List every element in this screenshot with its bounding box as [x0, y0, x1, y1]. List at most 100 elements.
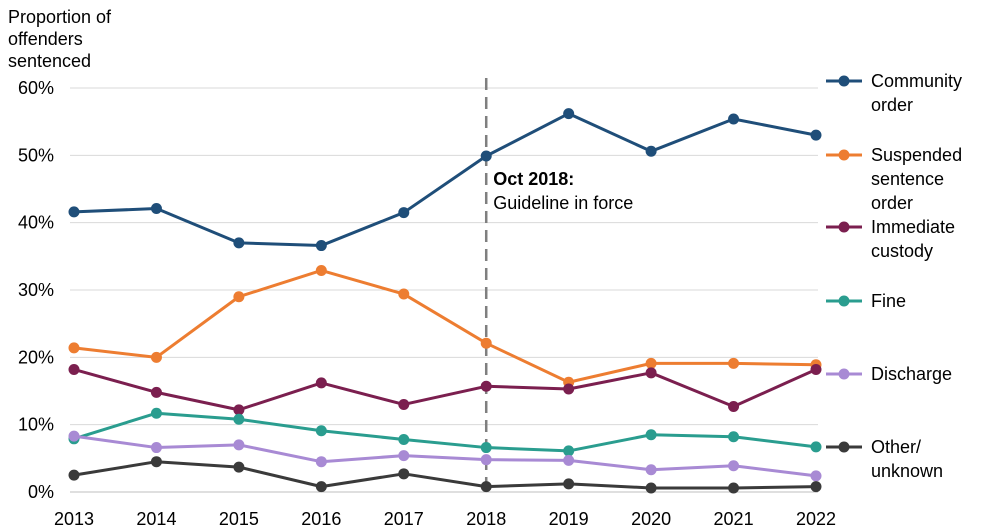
data-point [315, 240, 327, 252]
series-line [73, 411, 817, 453]
data-point [728, 482, 740, 494]
guideline-annotation: Oct 2018: Guideline in force [484, 78, 633, 492]
data-point [150, 407, 162, 419]
data-point [645, 464, 657, 476]
data-point [315, 264, 327, 276]
legend-item: Fine [826, 291, 906, 311]
legend-label: order [871, 193, 913, 213]
legend-label: Discharge [871, 364, 952, 384]
gridlines [70, 87, 818, 493]
x-tick-label: 2019 [549, 509, 589, 529]
legend-label: order [871, 95, 913, 115]
y-tick-labels: 0% 10% 20% 30% 40% 50% 60% [18, 78, 54, 502]
data-point [480, 337, 492, 349]
data-point [68, 206, 80, 218]
data-point [645, 482, 657, 494]
data-point [150, 386, 162, 398]
data-point [645, 145, 657, 157]
data-point [150, 442, 162, 454]
data-point [810, 129, 822, 141]
y-axis-label-line: sentenced [8, 51, 91, 71]
annotation-text: Guideline in force [493, 193, 633, 213]
data-point [398, 433, 410, 445]
legend-label: Immediate [871, 217, 955, 237]
data-point [480, 150, 492, 162]
data-point [233, 461, 245, 473]
y-tick-label: 0% [28, 482, 54, 502]
data-point [398, 288, 410, 300]
x-tick-label: 2021 [714, 509, 754, 529]
x-tick-label: 2016 [301, 509, 341, 529]
data-point [728, 357, 740, 369]
legend-label: Suspended [871, 145, 962, 165]
data-point [150, 456, 162, 468]
data-point [233, 404, 245, 416]
data-point [480, 380, 492, 392]
data-point [810, 441, 822, 453]
data-point [233, 291, 245, 303]
legend-item: Discharge [826, 364, 952, 384]
y-tick-label: 30% [18, 280, 54, 300]
x-tick-label: 2022 [796, 509, 836, 529]
data-point [68, 430, 80, 442]
data-point [315, 456, 327, 468]
data-point [810, 470, 822, 482]
data-point [315, 377, 327, 389]
x-tick-label: 2017 [384, 509, 424, 529]
legend-swatch-marker [838, 368, 850, 380]
legend-label: Other/ [871, 437, 921, 457]
data-point [398, 468, 410, 480]
series-line [73, 368, 817, 412]
series-lines [68, 108, 822, 494]
data-point [68, 469, 80, 481]
annotation-title: Oct 2018: [493, 169, 574, 189]
data-point [398, 398, 410, 410]
y-tick-label: 60% [18, 78, 54, 98]
legend-label: Community [871, 71, 962, 91]
data-point [480, 481, 492, 493]
data-point [150, 203, 162, 215]
y-axis-label-line: offenders [8, 29, 83, 49]
data-point [645, 367, 657, 379]
data-point [563, 445, 575, 457]
series-line [73, 434, 817, 478]
data-point [233, 439, 245, 451]
y-tick-label: 10% [18, 415, 54, 435]
legend-label: unknown [871, 461, 943, 481]
data-point [150, 351, 162, 363]
x-tick-label: 2015 [219, 509, 259, 529]
series-2 [68, 363, 822, 416]
series-3 [68, 407, 822, 457]
data-point [68, 342, 80, 354]
y-axis-label-line: Proportion of [8, 7, 112, 27]
legend-item: Community order [826, 71, 962, 115]
series-0 [68, 108, 822, 252]
x-tick-labels: 2013 2014 2015 2016 2017 2018 2019 2020 2021 2022 [54, 509, 836, 529]
legend-label: Fine [871, 291, 906, 311]
data-point [645, 357, 657, 369]
legend-item: Immediate custody [826, 217, 955, 261]
legend-label: custody [871, 241, 933, 261]
data-point [563, 478, 575, 490]
legend: Community order Suspended sentence order Imme… [826, 71, 962, 481]
data-point [233, 413, 245, 425]
data-point [810, 363, 822, 375]
legend-item: Other/unknown [826, 437, 943, 481]
data-point [728, 113, 740, 125]
data-point [315, 425, 327, 437]
legend-swatch-marker [838, 295, 850, 307]
data-point [810, 481, 822, 493]
data-point [563, 454, 575, 466]
data-point [480, 442, 492, 454]
data-point [68, 363, 80, 375]
series-4 [68, 430, 822, 482]
x-tick-label: 2018 [466, 509, 506, 529]
legend-item: Suspended sentence order [826, 145, 962, 213]
x-tick-label: 2020 [631, 509, 671, 529]
data-point [480, 454, 492, 466]
x-tick-label: 2013 [54, 509, 94, 529]
series-line [73, 268, 817, 384]
legend-swatch-marker [838, 441, 850, 453]
